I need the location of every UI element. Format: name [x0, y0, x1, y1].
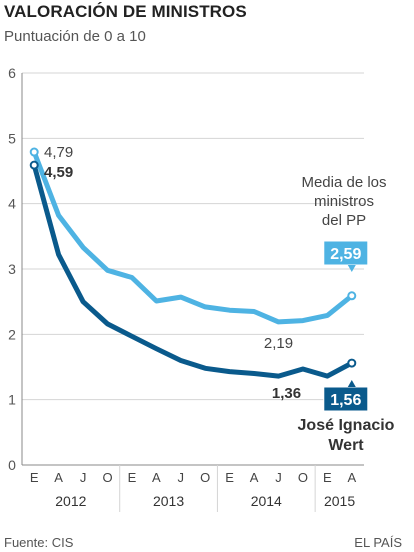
y-tick-label: 6 — [8, 65, 16, 81]
series-endpoint-marker — [347, 358, 357, 368]
x-month-label: E — [323, 470, 332, 485]
series-label-wert: José Ignacio Wert — [298, 417, 395, 454]
series-label-media-pp: Media de los ministros del PP — [301, 174, 386, 229]
brand-logo-text: EL PAÍS — [354, 535, 402, 550]
y-tick-label: 0 — [8, 457, 16, 473]
y-tick-label: 4 — [8, 196, 16, 212]
series-line-media-pp — [31, 149, 355, 325]
x-year-label: 2014 — [251, 493, 282, 509]
x-month-label: E — [30, 470, 39, 485]
data-label-wert-end-box — [323, 386, 369, 412]
series-line-wert — [31, 162, 355, 379]
data-label-wert-end-value: 1,56 — [330, 392, 361, 409]
data-label-media-end-value: 2,59 — [330, 246, 361, 263]
source-note: Fuente: CIS — [4, 535, 74, 550]
chart-title: VALORACIÓN DE MINISTROS — [4, 2, 247, 21]
x-month-label: E — [128, 470, 137, 485]
y-tick-label: 3 — [8, 261, 16, 277]
x-month-label: A — [347, 470, 356, 485]
x-year-label: 2012 — [55, 493, 86, 509]
series-endpoint-marker — [29, 147, 39, 157]
x-month-label: O — [200, 470, 210, 485]
x-year-label: 2013 — [153, 493, 184, 509]
data-label-media-min: 2,19 — [264, 335, 293, 352]
series-endpoint-marker — [347, 291, 357, 301]
x-month-label: J — [275, 470, 282, 485]
x-month-label: A — [250, 470, 259, 485]
x-month-label: E — [225, 470, 234, 485]
chart-subtitle: Puntuación de 0 a 10 — [4, 28, 146, 45]
y-tick-label: 1 — [8, 392, 16, 408]
y-tick-label: 2 — [8, 326, 16, 342]
x-month-label: J — [178, 470, 185, 485]
y-tick-label: 5 — [8, 130, 16, 146]
data-label-wert-end-pointer — [347, 380, 356, 387]
data-label-wert-start: 4,59 — [44, 164, 73, 181]
data-label-media-start: 4,79 — [44, 144, 73, 161]
x-month-label: J — [80, 470, 87, 485]
x-month-label: A — [152, 470, 161, 485]
data-label-media-end-box — [323, 240, 369, 266]
data-label-wert-min: 1,36 — [272, 385, 301, 402]
x-month-label: O — [298, 470, 308, 485]
x-month-label: A — [54, 470, 63, 485]
data-label-media-end-pointer — [347, 265, 356, 272]
x-month-label: O — [102, 470, 112, 485]
series-endpoint-marker — [29, 160, 39, 170]
x-year-label: 2015 — [324, 493, 355, 509]
